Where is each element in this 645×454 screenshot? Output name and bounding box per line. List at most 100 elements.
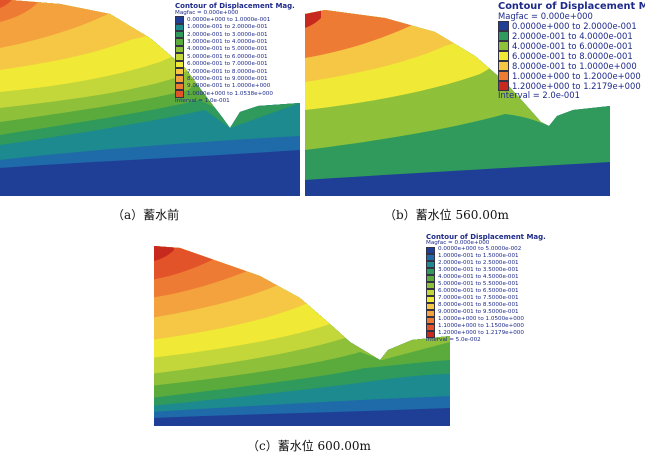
- legend-title: Contour of Displacement Mag.: [426, 233, 546, 241]
- legend-range-label: 6.0000e-001 to 6.5000e-001: [438, 288, 519, 295]
- legend-range-label: 1.1000e+000 to 1.1500e+000: [438, 323, 524, 330]
- legend-range-label: 1.2000e+000 to 1.2179e+000: [512, 80, 641, 91]
- legend-range-label: 1.0000e+000 to 1.0500e+000: [438, 316, 524, 323]
- legend-range-label: 2.0000e-001 to 2.5000e-001: [438, 260, 519, 267]
- legend-rows: 0.0000e+000 to 1.0000e-001 1.0000e-001 to…: [175, 16, 295, 98]
- legend-range-label: 6.0000e-001 to 8.0000e-001: [512, 50, 633, 61]
- legend-swatch: [175, 38, 184, 46]
- legend-title: Contour of Displacement Mag.: [175, 2, 295, 10]
- legend-range-label: 8.0000e-001 to 8.5000e-001: [438, 302, 519, 309]
- legend-entry: 1.0000e+000 to 1.0538e+000: [175, 90, 295, 98]
- panel-b-contour-svg: [305, 10, 610, 196]
- panel-a-contour-plot: [0, 0, 310, 200]
- legend-swatch: [426, 267, 435, 275]
- panel-c-caption: （c）蓄水位 600.00m: [247, 439, 371, 453]
- legend-range-label: 9.0000e-001 to 9.5000e-001: [438, 309, 519, 316]
- legend-interval: Interval = 5.0e-002: [426, 336, 481, 343]
- legend-magfac: Magfac = 0.000e+000: [426, 240, 490, 246]
- legend-entry: 7.0000e-001 to 8.0000e-001: [175, 67, 295, 76]
- legend-range-label: 1.0000e+000 to 1.0538e+000: [187, 90, 273, 97]
- legend-rows: 0.0000e+000 to 2.0000e-001 2.0000e-001 to…: [498, 20, 645, 92]
- legend-entry: 7.0000e-001 to 7.5000e-001: [426, 295, 546, 303]
- panel-a-contour-svg: [0, 0, 300, 196]
- panel-a-caption: （a）蓄水前: [112, 208, 180, 222]
- legend-swatch: [175, 53, 184, 61]
- legend-swatch: [498, 61, 509, 72]
- panel-b-legend: Contour of Displacement Mag. Magfac = 0.…: [498, 1, 645, 101]
- legend-entry: 8.0000e-001 to 1.0000e+000: [498, 60, 645, 72]
- legend-entry: 2.0000e-001 to 4.0000e-001: [498, 30, 645, 42]
- panel-a-legend: Contour of Displacement Mag. Magfac = 0.…: [175, 2, 295, 104]
- legend-entry: 9.0000e-001 to 1.0000e+000: [175, 82, 295, 91]
- legend-swatch: [426, 309, 435, 317]
- legend-magfac: Magfac = 0.000e+000: [175, 10, 239, 16]
- legend-range-label: 8.0000e-001 to 1.0000e+000: [512, 60, 637, 71]
- legend-entry: 1.2000e+000 to 1.2179e+000: [498, 80, 645, 92]
- legend-range-label: 0.0000e+000 to 1.0000e-001: [187, 16, 271, 23]
- legend-entry: 1.0000e+000 to 1.0500e+000: [426, 316, 546, 324]
- panel-b-contour-plot: [305, 0, 645, 200]
- legend-entry: 0.0000e+000 to 2.0000e-001: [498, 20, 645, 32]
- legend-swatch: [498, 51, 509, 62]
- legend-interval: Interval = 2.0e-001: [498, 90, 580, 101]
- legend-swatch: [175, 23, 184, 31]
- legend-entry: 0.0000e+000 to 1.0000e-001: [175, 16, 295, 24]
- legend-range-label: 1.0000e-001 to 2.0000e-001: [187, 24, 268, 31]
- legend-entry: 1.0000e-001 to 2.0000e-001: [175, 23, 295, 31]
- legend-magfac: Magfac = 0.000e+000: [498, 11, 593, 21]
- legend-range-label: 3.0000e-001 to 3.5000e-001: [438, 267, 519, 274]
- legend-swatch: [175, 60, 184, 68]
- legend-entry: 8.0000e-001 to 8.5000e-001: [426, 302, 546, 310]
- legend-range-label: 3.0000e-001 to 4.0000e-001: [187, 38, 268, 45]
- legend-range-label: 5.0000e-001 to 5.5000e-001: [438, 281, 519, 288]
- legend-swatch: [498, 41, 509, 52]
- legend-range-label: 7.0000e-001 to 7.5000e-001: [438, 295, 519, 302]
- legend-swatch: [426, 274, 435, 282]
- legend-entry: 2.0000e-001 to 3.0000e-001: [175, 30, 295, 39]
- legend-swatch: [498, 81, 509, 92]
- legend-swatch: [426, 288, 435, 296]
- legend-swatch: [498, 21, 509, 32]
- legend-entry: 9.0000e-001 to 9.5000e-001: [426, 309, 546, 317]
- legend-entry: 3.0000e-001 to 3.5000e-001: [426, 267, 546, 275]
- legend-swatch: [426, 302, 435, 310]
- legend-swatch: [498, 31, 509, 42]
- legend-range-label: 2.0000e-001 to 4.0000e-001: [512, 30, 633, 41]
- legend-entry: 6.0000e-001 to 8.0000e-001: [498, 50, 645, 62]
- legend-swatch: [426, 246, 435, 254]
- legend-swatch: [426, 281, 435, 289]
- legend-swatch: [175, 90, 184, 98]
- legend-range-label: 7.0000e-001 to 8.0000e-001: [187, 68, 268, 75]
- legend-range-label: 8.0000e-001 to 9.0000e-001: [187, 75, 268, 82]
- legend-range-label: 5.0000e-001 to 6.0000e-001: [187, 53, 268, 60]
- legend-entry: 6.0000e-001 to 7.0000e-001: [175, 60, 295, 68]
- legend-range-label: 2.0000e-001 to 3.0000e-001: [187, 31, 268, 38]
- legend-entry: 4.0000e-001 to 5.0000e-001: [175, 45, 295, 54]
- panel-c-legend: Contour of Displacement Mag. Magfac = 0.…: [426, 233, 546, 343]
- legend-entry: 0.0000e+000 to 5.0000e-002: [426, 246, 546, 254]
- legend-swatch: [175, 16, 184, 24]
- legend-swatch: [175, 30, 184, 39]
- legend-swatch: [426, 330, 435, 338]
- legend-swatch: [426, 316, 435, 324]
- legend-entry: 5.0000e-001 to 6.0000e-001: [175, 53, 295, 61]
- legend-interval: Interval = 1.0e-001: [175, 97, 230, 104]
- legend-title: Contour of Displacement Mag.: [498, 1, 645, 12]
- legend-range-label: 4.0000e-001 to 6.0000e-001: [512, 40, 633, 51]
- legend-range-label: 0.0000e+000 to 2.0000e-001: [512, 20, 637, 31]
- panel-b-caption: （b）蓄水位 560.00m: [384, 208, 509, 222]
- legend-swatch: [175, 45, 184, 54]
- legend-entry: 3.0000e-001 to 4.0000e-001: [175, 38, 295, 46]
- panel-c-contour-plot: [150, 236, 470, 436]
- legend-entry: 2.0000e-001 to 2.5000e-001: [426, 260, 546, 268]
- legend-entry: 1.0000e-001 to 1.5000e-001: [426, 253, 546, 261]
- legend-entry: 4.0000e-001 to 6.0000e-001: [498, 40, 645, 52]
- legend-range-label: 1.0000e+000 to 1.2000e+000: [512, 70, 641, 81]
- legend-entry: 1.0000e+000 to 1.2000e+000: [498, 70, 645, 82]
- legend-range-label: 6.0000e-001 to 7.0000e-001: [187, 61, 268, 68]
- legend-swatch: [426, 253, 435, 261]
- legend-range-label: 0.0000e+000 to 5.0000e-002: [438, 246, 522, 253]
- legend-entry: 4.0000e-001 to 4.5000e-001: [426, 274, 546, 282]
- legend-range-label: 4.0000e-001 to 5.0000e-001: [187, 46, 268, 53]
- legend-swatch: [175, 75, 184, 83]
